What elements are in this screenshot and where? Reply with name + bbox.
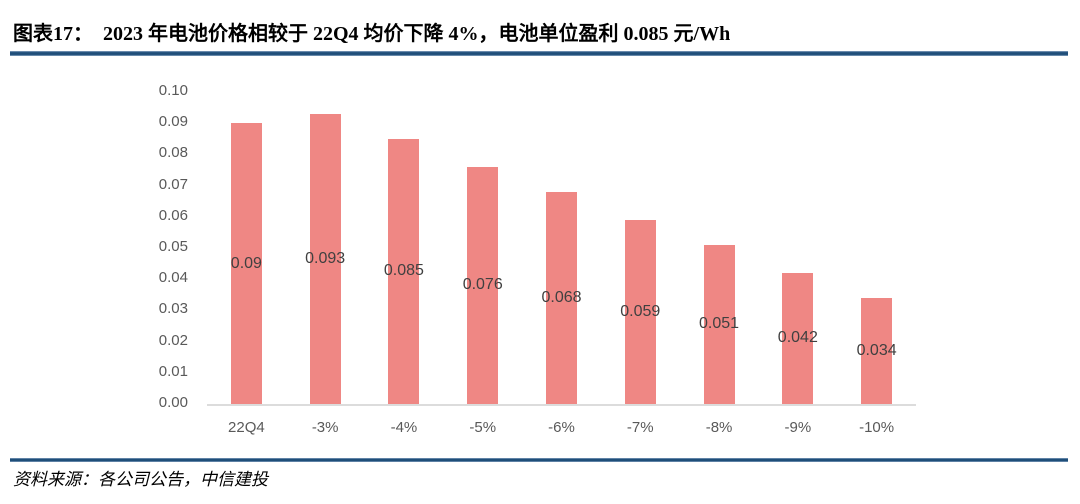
bar-value-label: 0.093 — [305, 249, 346, 267]
x-axis-category-label: -5% — [469, 419, 497, 436]
bar--9% — [782, 272, 814, 404]
title-divider — [10, 51, 1068, 56]
footer-divider — [10, 458, 1068, 462]
bar--10% — [861, 297, 893, 404]
bar-value-label: 0.034 — [856, 341, 897, 359]
bar--4% — [388, 138, 420, 404]
y-axis-tick-label: 0.03 — [158, 300, 188, 318]
figure-title: 图表17： 2023 年电池价格相较于 22Q4 均价下降 4%，电池单位盈利 … — [13, 23, 731, 45]
x-axis-category-label: -4% — [390, 419, 418, 436]
bar--5% — [467, 166, 499, 404]
y-axis-tick-label: 0.04 — [158, 269, 188, 287]
x-axis-category-label: 22Q4 — [228, 419, 265, 436]
bar-value-label: 0.085 — [383, 262, 424, 280]
bar-value-label: 0.059 — [620, 302, 661, 320]
bar--7% — [624, 219, 656, 404]
bar--3% — [309, 113, 341, 404]
source-note: 资料来源：各公司公告，中信建投 — [13, 470, 268, 489]
bar--8% — [703, 244, 735, 404]
bar-value-label: 0.042 — [777, 329, 818, 347]
bar-chart: 0.00 0.01 0.02 0.03 0.04 0.05 0.06 0.07 0.08 0.09… — [0, 80, 1080, 448]
y-axis-tick-label: 0.00 — [158, 394, 188, 411]
bar--6% — [546, 191, 577, 404]
x-axis-category-label: -6% — [548, 419, 575, 436]
y-axis-tick-label: 0.05 — [158, 238, 188, 255]
y-axis-tick-label: 0.10 — [158, 82, 188, 99]
bar-value-label: 0.09 — [230, 254, 262, 272]
x-axis-line — [207, 404, 916, 406]
x-axis-category-label: -3% — [311, 419, 339, 436]
bar-value-label: 0.068 — [541, 288, 582, 306]
y-axis-tick-label: 0.08 — [158, 144, 188, 162]
bar-value-label: 0.051 — [699, 315, 740, 333]
y-axis-tick-label: 0.07 — [158, 175, 188, 193]
y-axis-tick-label: 0.09 — [158, 113, 188, 131]
x-axis-category-label: -7% — [626, 419, 654, 436]
y-axis-tick-label: 0.06 — [158, 206, 188, 224]
x-axis-category-label: -9% — [784, 419, 812, 436]
bar-value-label: 0.076 — [462, 276, 503, 294]
y-axis-tick-label: 0.02 — [158, 331, 188, 349]
x-axis-category-label: -8% — [705, 419, 733, 436]
x-axis-category-label: -10% — [859, 419, 895, 436]
bar-22Q4 — [230, 123, 262, 404]
y-axis-tick-label: 0.01 — [158, 362, 188, 380]
